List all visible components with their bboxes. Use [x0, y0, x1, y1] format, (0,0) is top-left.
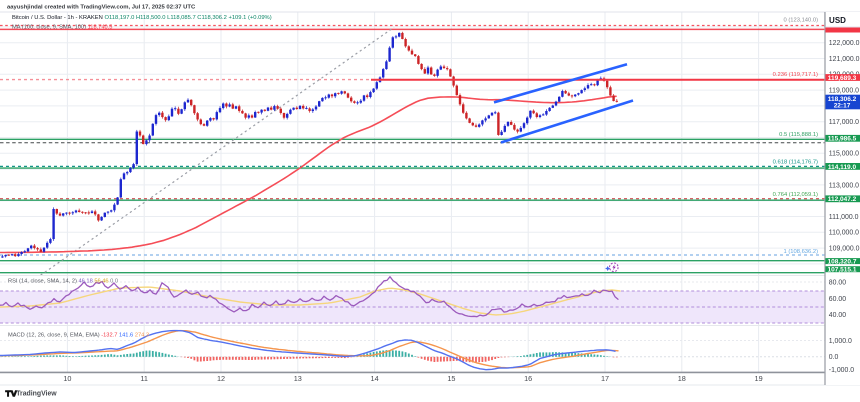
svg-text:12: 12	[217, 374, 225, 383]
svg-text:119,689.3: 119,689.3	[828, 75, 857, 82]
svg-text:TradingView: TradingView	[16, 391, 57, 398]
svg-text:14: 14	[371, 374, 379, 383]
svg-text:0 (123,140.0): 0 (123,140.0)	[784, 18, 819, 24]
svg-text:Bitcoin / U.S. Dollar - 1h - K: Bitcoin / U.S. Dollar - 1h - KRAKEN O118…	[12, 15, 272, 21]
svg-text:aayushjindal created with Trad: aayushjindal created with TradingView.co…	[7, 4, 196, 10]
svg-text:0.618 (114,176.7): 0.618 (114,176.7)	[773, 160, 818, 166]
svg-text:118,306.2: 118,306.2	[828, 96, 857, 103]
svg-text:1,000.0: 1,000.0	[829, 338, 852, 345]
svg-text:1 (108,636.2): 1 (108,636.2)	[784, 249, 819, 255]
svg-text:15: 15	[447, 374, 455, 383]
svg-text:0.764 (112,059.1): 0.764 (112,059.1)	[773, 192, 818, 198]
svg-text:112,047.2: 112,047.2	[828, 196, 857, 203]
svg-text:0.236 (119,717.1): 0.236 (119,717.1)	[773, 72, 818, 78]
svg-text:17: 17	[601, 374, 609, 383]
svg-text:19: 19	[755, 374, 763, 383]
svg-text:16: 16	[524, 374, 532, 383]
svg-text:USD: USD	[829, 16, 846, 25]
svg-text:0.0: 0.0	[829, 354, 839, 361]
svg-text:RSI (14, close, SMA, 14, 2) 46: RSI (14, close, SMA, 14, 2) 46.18 56.46 …	[8, 279, 118, 285]
svg-text:MACD (12, 26, close, 9, EMA, E: MACD (12, 26, close, 9, EMA, EMA) -132.7…	[8, 333, 149, 339]
svg-text:108,320.7: 108,320.7	[828, 259, 857, 266]
svg-text:10: 10	[63, 374, 71, 383]
svg-text:113,000.0: 113,000.0	[829, 182, 859, 189]
svg-text:107,515.1: 107,515.1	[828, 267, 857, 274]
svg-text:40.00: 40.00	[829, 312, 846, 319]
svg-text:-1,000.0: -1,000.0	[829, 367, 854, 374]
svg-text:122,000.0: 122,000.0	[829, 40, 860, 47]
svg-text:121,000.0: 121,000.0	[829, 56, 860, 63]
svg-text:110,000.0: 110,000.0	[829, 230, 859, 237]
svg-text:111,000.0: 111,000.0	[829, 214, 859, 221]
svg-text:0.5 (115,888.1): 0.5 (115,888.1)	[779, 132, 818, 138]
svg-text:80.00: 80.00	[829, 279, 846, 286]
svg-text:114,119.0: 114,119.0	[828, 164, 857, 171]
svg-text:22:17: 22:17	[834, 103, 851, 110]
svg-text:60.00: 60.00	[829, 296, 846, 303]
svg-text:115,000.0: 115,000.0	[829, 151, 859, 158]
svg-text:MA (100, close, 9, SMA, 100) 1: MA (100, close, 9, SMA, 100) 118,740.5	[12, 25, 112, 31]
svg-text:117,000.0: 117,000.0	[829, 119, 859, 126]
svg-text:119,000.0: 119,000.0	[829, 88, 859, 95]
svg-text:18: 18	[678, 374, 686, 383]
svg-text:11: 11	[140, 374, 148, 383]
svg-text:115,986.5: 115,986.5	[828, 136, 857, 143]
svg-text:109,000.0: 109,000.0	[829, 246, 860, 253]
svg-text:13: 13	[294, 374, 302, 383]
